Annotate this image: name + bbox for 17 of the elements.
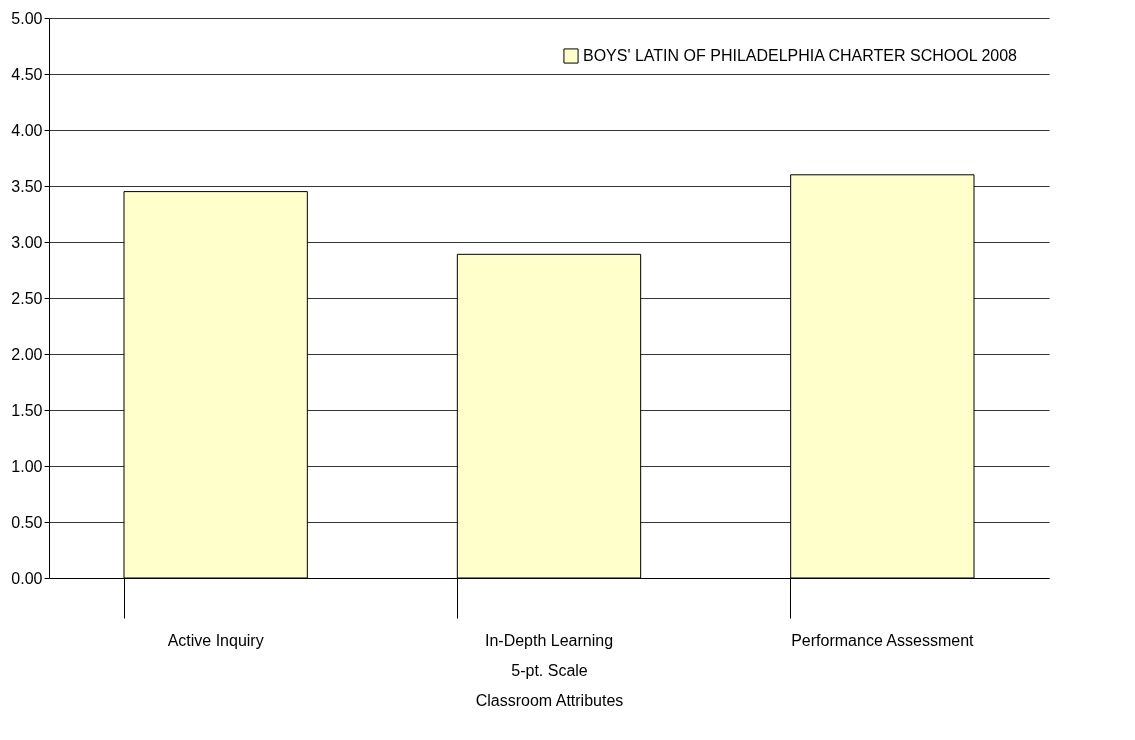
y-tick-label: 4.50 — [11, 65, 43, 83]
y-tick-label: 0.00 — [11, 569, 43, 587]
legend-label: BOYS' LATIN OF PHILADELPHIA CHARTER SCHOOL 2008 — [583, 47, 1018, 64]
y-tick-label: 0.50 — [11, 513, 43, 531]
y-tick-label: 3.00 — [11, 233, 43, 251]
x-tick-label: Active Inquiry — [167, 631, 264, 649]
y-tick-label: 5.00 — [11, 9, 43, 27]
x-axis-title: Classroom Attributes — [475, 691, 624, 709]
x-tick-label: In-Depth Learning — [484, 631, 614, 649]
y-tick-label: 1.00 — [11, 457, 43, 475]
y-tick-label: 3.50 — [11, 177, 43, 195]
y-tick-label: 4.00 — [11, 121, 43, 139]
x-tick-label: Performance Assessment — [791, 631, 975, 649]
y-tick-label: 2.00 — [11, 345, 43, 363]
text: 5-pt. Scale — [511, 661, 588, 679]
y-tick-label: 1.50 — [11, 401, 43, 419]
y-tick-label: 2.50 — [11, 289, 43, 307]
